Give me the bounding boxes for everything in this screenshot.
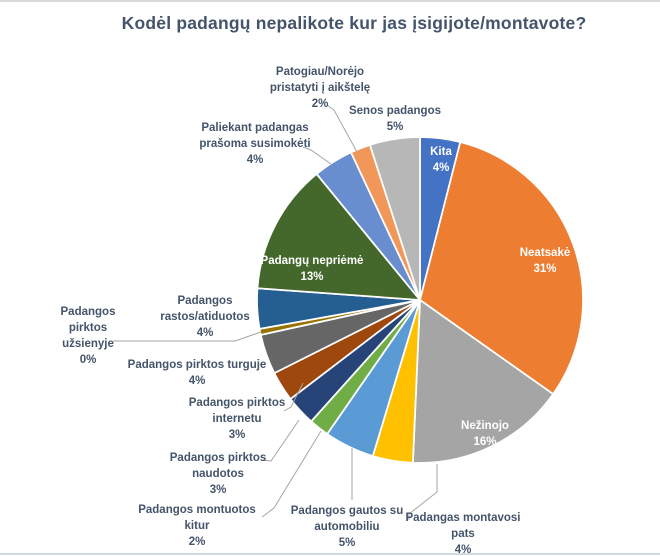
pie-slice-senos-padangos[interactable] xyxy=(369,136,421,301)
data-label-neatsake: Neatsakė 31% xyxy=(520,247,571,275)
data-label-paliekant-susimoketi: Paliekant padangas prašoma susimokėti 4% xyxy=(199,122,310,166)
pie-slice-neatsake[interactable] xyxy=(419,141,584,395)
pie-slice-padangu-neprieme[interactable] xyxy=(256,173,421,301)
bottom-border-line xyxy=(0,553,660,555)
chart-title: Kodėl padangų nepalikote kur jas įsigijo… xyxy=(121,13,587,33)
data-label-pirktos-turguje: Padangos pirktos turguje 4% xyxy=(128,359,267,387)
leader-line-paliekant-susimoketi xyxy=(302,146,332,165)
data-label-montuotos-kitur: Padangos montuotos kitur 2% xyxy=(138,504,256,548)
data-label-pirktos-naudotos: Padangos pirktos naudotos 3% xyxy=(170,452,267,496)
data-label-gautos-su-automobiliu: Padangos gautos su automobiliu 5% xyxy=(291,505,403,549)
leader-line-patogiau-pristatyti xyxy=(326,104,358,153)
data-label-pirktos-internetu: Padangos pirktos internetu 3% xyxy=(189,397,286,441)
leader-line-pirktos-naudotos xyxy=(261,419,300,462)
top-border-line xyxy=(0,0,660,2)
leader-line-pirktos-uzsienyje xyxy=(113,331,262,342)
data-label-padangu-neprieme: Padangų nepriėmė 13% xyxy=(261,255,364,283)
data-label-patogiau-pristatyti: Patogiau/Norėjo pristatyti į aikštelę 2% xyxy=(270,66,370,110)
data-label-padangas-montavosi-pats: Padangas montavosi pats 4% xyxy=(405,512,520,556)
data-label-nezinojo: Nežinojo 16% xyxy=(461,420,509,448)
data-label-rastos-atiduotos: Padangos rastos/atiduotos 4% xyxy=(160,295,249,339)
leader-line-pirktos-internetu xyxy=(283,382,304,412)
data-label-senos-padangos: Senos padangos 5% xyxy=(349,105,441,133)
leader-line-montuotos-kitur xyxy=(261,430,322,518)
leader-line-padangas-montavosi-pats xyxy=(408,464,438,520)
pie-slice-nezinojo[interactable] xyxy=(412,299,554,464)
data-label-pirktos-uzsienyje: Padangos pirktos užsienyje 0% xyxy=(61,306,116,366)
data-label-kita: Kita 4% xyxy=(430,146,452,174)
